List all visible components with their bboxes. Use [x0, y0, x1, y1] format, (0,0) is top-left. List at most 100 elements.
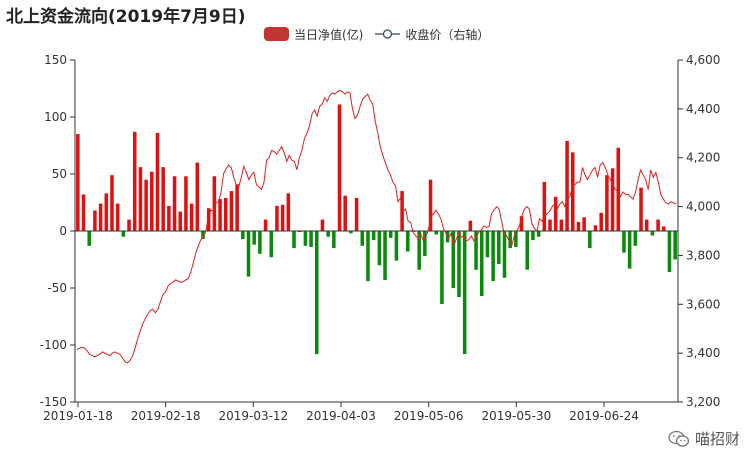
bar[interactable]	[263, 219, 268, 231]
bar[interactable]	[343, 195, 347, 231]
bar[interactable]	[189, 203, 194, 231]
bar[interactable]	[246, 231, 251, 277]
bar[interactable]	[241, 231, 245, 239]
bar[interactable]	[394, 231, 399, 261]
bar[interactable]	[639, 187, 643, 231]
bar[interactable]	[212, 176, 217, 231]
bar[interactable]	[479, 231, 484, 296]
bar[interactable]	[167, 205, 171, 231]
bar[interactable]	[138, 167, 143, 231]
bar[interactable]	[582, 217, 586, 231]
bar[interactable]	[519, 216, 524, 231]
bar[interactable]	[206, 208, 211, 231]
bar[interactable]	[627, 231, 632, 269]
bar[interactable]	[588, 231, 592, 249]
bar[interactable]	[576, 221, 581, 231]
bar[interactable]	[423, 231, 427, 257]
bar[interactable]	[195, 162, 200, 231]
bar[interactable]	[371, 231, 376, 241]
bar[interactable]	[502, 231, 507, 278]
bar[interactable]	[354, 197, 359, 231]
bar[interactable]	[428, 179, 433, 231]
bar[interactable]	[235, 184, 239, 231]
bar[interactable]	[229, 191, 234, 231]
bar[interactable]	[406, 231, 410, 252]
bar[interactable]	[184, 176, 188, 231]
legend[interactable]: 当日净值(亿) 收盘价（右轴）	[264, 26, 501, 42]
bar[interactable]	[400, 191, 404, 231]
bar[interactable]	[417, 231, 421, 270]
bar[interactable]	[76, 134, 80, 231]
bar[interactable]	[150, 171, 154, 231]
bar[interactable]	[656, 219, 660, 231]
bar[interactable]	[388, 231, 393, 238]
bar[interactable]	[366, 231, 370, 282]
legend-item-line[interactable]: 收盘价（右轴）	[375, 26, 489, 43]
bar[interactable]	[457, 231, 461, 298]
bar[interactable]	[337, 104, 342, 231]
bar[interactable]	[218, 199, 222, 231]
bar[interactable]	[127, 219, 131, 231]
bar[interactable]	[451, 231, 456, 288]
bar[interactable]	[599, 212, 603, 231]
bar[interactable]	[474, 231, 478, 270]
bar[interactable]	[531, 231, 535, 241]
legend-item-bar[interactable]: 当日净值(亿)	[264, 26, 363, 43]
bar[interactable]	[508, 231, 512, 249]
bar[interactable]	[616, 147, 621, 231]
bar[interactable]	[326, 231, 330, 237]
bar[interactable]	[332, 231, 336, 249]
bar[interactable]	[644, 219, 649, 231]
bar[interactable]	[383, 231, 387, 281]
bar[interactable]	[161, 167, 165, 231]
bar[interactable]	[570, 152, 575, 231]
bar[interactable]	[553, 196, 558, 231]
close-price-line[interactable]	[76, 89, 677, 364]
bar[interactable]	[633, 231, 638, 246]
bar[interactable]	[252, 231, 256, 245]
bar[interactable]	[525, 231, 530, 270]
bar[interactable]	[201, 231, 205, 239]
bar[interactable]	[303, 231, 308, 246]
bar[interactable]	[87, 231, 91, 246]
bar[interactable]	[548, 219, 552, 231]
bar[interactable]	[280, 204, 285, 231]
bar[interactable]	[315, 231, 319, 355]
bar[interactable]	[468, 220, 473, 231]
bar[interactable]	[377, 231, 382, 266]
bar[interactable]	[434, 231, 438, 235]
bar[interactable]	[223, 197, 228, 231]
bar[interactable]	[605, 175, 609, 231]
bar[interactable]	[258, 231, 262, 254]
bar[interactable]	[172, 176, 177, 231]
bar[interactable]	[536, 231, 541, 237]
bar[interactable]	[667, 231, 672, 273]
bar[interactable]	[309, 231, 313, 247]
bar[interactable]	[559, 219, 564, 231]
bar[interactable]	[485, 231, 490, 258]
bar[interactable]	[650, 231, 655, 236]
bar[interactable]	[98, 203, 103, 231]
bar[interactable]	[144, 179, 148, 231]
bar[interactable]	[497, 231, 501, 265]
bar[interactable]	[132, 131, 137, 231]
bar[interactable]	[275, 205, 279, 231]
bar[interactable]	[610, 168, 615, 231]
bar[interactable]	[462, 231, 467, 355]
bar[interactable]	[93, 210, 97, 231]
bar[interactable]	[542, 181, 547, 231]
bar[interactable]	[320, 219, 325, 231]
bar[interactable]	[155, 132, 160, 231]
bar[interactable]	[292, 231, 296, 249]
bar[interactable]	[115, 203, 120, 231]
bar[interactable]	[440, 231, 444, 304]
bar[interactable]	[269, 231, 274, 258]
bar[interactable]	[286, 193, 291, 231]
bar[interactable]	[565, 140, 569, 231]
bar[interactable]	[360, 231, 365, 246]
bar[interactable]	[622, 231, 626, 253]
bar[interactable]	[593, 225, 598, 231]
bar[interactable]	[110, 175, 114, 231]
bar[interactable]	[662, 226, 666, 231]
bar[interactable]	[104, 193, 109, 231]
